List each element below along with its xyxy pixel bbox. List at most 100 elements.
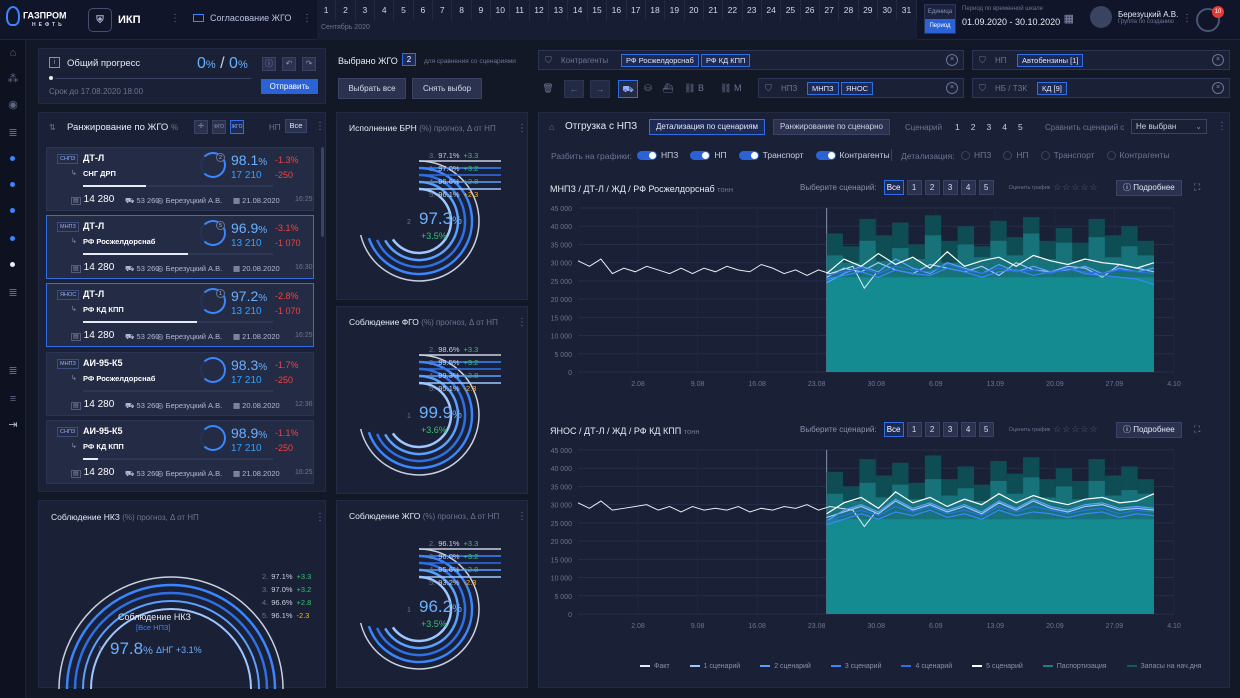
scenario-all-button[interactable]: Все <box>883 422 904 437</box>
ship-icon[interactable]: ⛴ <box>662 83 674 93</box>
app-switcher[interactable]: ⛨ ИКП <box>88 6 141 34</box>
notification-bell-icon[interactable]: 10 <box>1196 6 1224 32</box>
day-cell[interactable]: 6 <box>414 0 434 20</box>
legend-item[interactable]: Факт <box>640 663 670 670</box>
tab-detail-by-scenario[interactable]: Детализация по сценариям <box>649 119 766 135</box>
clear-npz-icon[interactable]: × <box>946 82 958 94</box>
shipment-chart[interactable]: 0 5 000 10 000 15 000 20 000 25 000 30 000 35 0… <box>544 442 1220 642</box>
scenario-number[interactable]: 1 <box>955 122 960 132</box>
rating-stars-icon[interactable]: ☆☆☆☆☆ <box>1053 424 1099 434</box>
day-cell[interactable]: 20 <box>685 0 704 20</box>
chip-nb[interactable]: КД [9] <box>1037 82 1067 95</box>
app-menu-icon[interactable]: ⋮ <box>170 13 180 24</box>
ranking-card[interactable]: ЯНОС ДТ-Л ↳ РФ КД КПП 1 97.2% -2.8% 13 210 -1 07… <box>46 283 314 347</box>
day-cell[interactable]: 30 <box>878 0 898 20</box>
expand-icon[interactable]: ⛶ <box>1194 424 1201 434</box>
ranking-scrollbar[interactable] <box>321 147 324 237</box>
tab-rank-by-scenario[interactable]: Ранжирование по сценарно <box>773 119 890 135</box>
rating-stars-icon[interactable]: ☆☆☆☆☆ <box>1053 182 1099 192</box>
split-toggle[interactable]: Транспорт <box>738 150 804 161</box>
day-cell[interactable]: 22 <box>723 0 743 20</box>
select-all-button[interactable]: Выбрать все <box>338 78 406 99</box>
day-cell[interactable]: 17 <box>627 0 646 20</box>
detail-radio[interactable]: Контрагенты <box>1106 150 1170 161</box>
forward-arrow-icon[interactable]: → <box>590 80 610 98</box>
day-cell[interactable]: 27 <box>820 0 840 20</box>
scenario-button[interactable]: 5 <box>978 422 994 437</box>
day-cell[interactable]: 25 <box>781 0 801 20</box>
nkz-menu-icon[interactable]: ⋮ <box>315 512 325 523</box>
day-cell[interactable]: 10 <box>491 0 511 20</box>
chip-counterparty-2[interactable]: РФ КД КПП <box>701 54 751 67</box>
day-cell[interactable]: 13 <box>549 0 569 20</box>
day-cell[interactable]: 4 <box>375 0 395 20</box>
scenario-number[interactable]: 5 <box>1017 122 1023 132</box>
detail-radio[interactable]: Транспорт <box>1040 150 1095 161</box>
chip-npz-1[interactable]: МНПЗ <box>807 82 839 95</box>
scenario-number[interactable]: 2 <box>970 122 976 132</box>
ranking-card[interactable]: СНПЗ ДТ-Л ↳ СНГ ДРП 2 98.1% -1.3% 17 210 -250 ▤ 14… <box>46 147 314 211</box>
scenario-button[interactable]: 4 <box>960 422 976 437</box>
gauge-menu-icon[interactable]: ⋮ <box>517 123 527 134</box>
ranking-card[interactable]: СНПЗ АИ-95-К5 ↳ РФ КД КПП 98.9% -1.1% 17 210 -2… <box>46 420 314 484</box>
period-option[interactable]: Период <box>925 19 955 33</box>
ranking-card[interactable]: МНПЗ АИ-95-К5 ↳ РФ Росжелдорснаб 98.3% -1.7% 1… <box>46 352 314 416</box>
scenario-button[interactable]: 1 <box>906 422 922 437</box>
nb-filter[interactable]: ⛉ НБ / ТЗК КД [9] × <box>972 78 1230 98</box>
day-cell[interactable]: 3 <box>356 0 376 20</box>
np-filter[interactable]: ⛉ НП Автобензины [1] × <box>972 50 1230 70</box>
jgo-icon[interactable]: ЖГО <box>230 120 244 134</box>
user-menu-icon[interactable]: ⋮ <box>1182 13 1192 24</box>
clear-selection-button[interactable]: Снять выбор <box>412 78 482 99</box>
chip-counterparty-1[interactable]: РФ Росжелдорснаб <box>621 54 699 67</box>
chip-npz-2[interactable]: ЯНОС <box>841 82 874 95</box>
signal-icon[interactable]: ◉ <box>8 99 18 111</box>
info-icon[interactable]: i <box>49 57 60 68</box>
compare-select[interactable]: Не выбран ⌄ <box>1131 119 1207 134</box>
shipment-chart[interactable]: 0 5 000 10 000 15 000 20 000 25 000 30 000 35 0… <box>544 200 1220 400</box>
trash-icon[interactable]: 🗑 <box>542 83 554 93</box>
home-icon[interactable]: ⌂ <box>9 47 17 59</box>
info-small-icon[interactable]: ⓘ <box>262 57 276 71</box>
scenario-button[interactable]: 3 <box>942 422 958 437</box>
legend-item[interactable]: 5 сценарий <box>972 663 1023 670</box>
details-button[interactable]: ⓘ Подробнее <box>1116 180 1182 196</box>
tank-car-icon[interactable]: ⛁ <box>644 83 652 93</box>
list-icon[interactable]: ≣ <box>8 365 18 377</box>
day-cell[interactable]: 12 <box>530 0 550 20</box>
np-filter-value[interactable]: Все <box>285 119 307 133</box>
nav-dot-2[interactable] <box>10 182 15 187</box>
module-title[interactable]: Согласование ЖГО <box>193 13 291 23</box>
redo-icon[interactable]: ↷ <box>302 57 316 71</box>
day-cell[interactable]: 8 <box>452 0 472 20</box>
nav-dot-4[interactable] <box>10 236 15 241</box>
chip-np[interactable]: Автобензины [1] <box>1017 54 1084 67</box>
counterparties-filter[interactable]: ⛉ Контрагенты РФ Росжелдорснаб РФ КД КПП… <box>538 50 964 70</box>
legend-item[interactable]: 3 сценарий <box>830 663 881 670</box>
detail-radio[interactable]: НП <box>1003 150 1029 161</box>
nav-dot-1[interactable] <box>10 156 15 161</box>
toggle-switch[interactable] <box>637 151 657 161</box>
undo-icon[interactable]: ↶ <box>282 57 296 71</box>
day-cell[interactable]: 26 <box>801 0 820 20</box>
toggle-switch[interactable] <box>738 151 759 161</box>
day-timeline[interactable]: 1 2 3 4 5 6 7 8 9 10 11 12 13 14 15 16 17 18 19 20 21 22 23 24 2… <box>317 0 917 40</box>
day-cell[interactable]: 23 <box>743 0 762 20</box>
day-cell[interactable]: 5 <box>394 0 414 20</box>
logout-icon[interactable]: ⇥ <box>8 419 18 431</box>
details-button[interactable]: ⓘ Подробнее <box>1116 422 1182 438</box>
day-cell[interactable]: 24 <box>762 0 782 20</box>
back-arrow-icon[interactable]: ← <box>564 80 584 98</box>
day-cell[interactable]: 21 <box>704 0 724 20</box>
scenario-button[interactable]: 1 <box>906 180 922 195</box>
scenario-button[interactable]: 4 <box>960 180 976 195</box>
radio-button[interactable] <box>961 151 970 161</box>
day-cell[interactable]: 1 <box>317 0 337 20</box>
scenario-number[interactable]: 4 <box>1002 122 1007 132</box>
period-picker[interactable]: Единица Период Период по временной шкале… <box>924 4 1076 34</box>
legend-item[interactable]: Паспортизация <box>1042 663 1107 670</box>
toggle-switch[interactable] <box>815 151 836 161</box>
clear-counterparties-icon[interactable]: × <box>946 54 958 66</box>
nav-dot-3[interactable] <box>10 208 15 213</box>
database-icon[interactable]: ≣ <box>8 127 18 139</box>
